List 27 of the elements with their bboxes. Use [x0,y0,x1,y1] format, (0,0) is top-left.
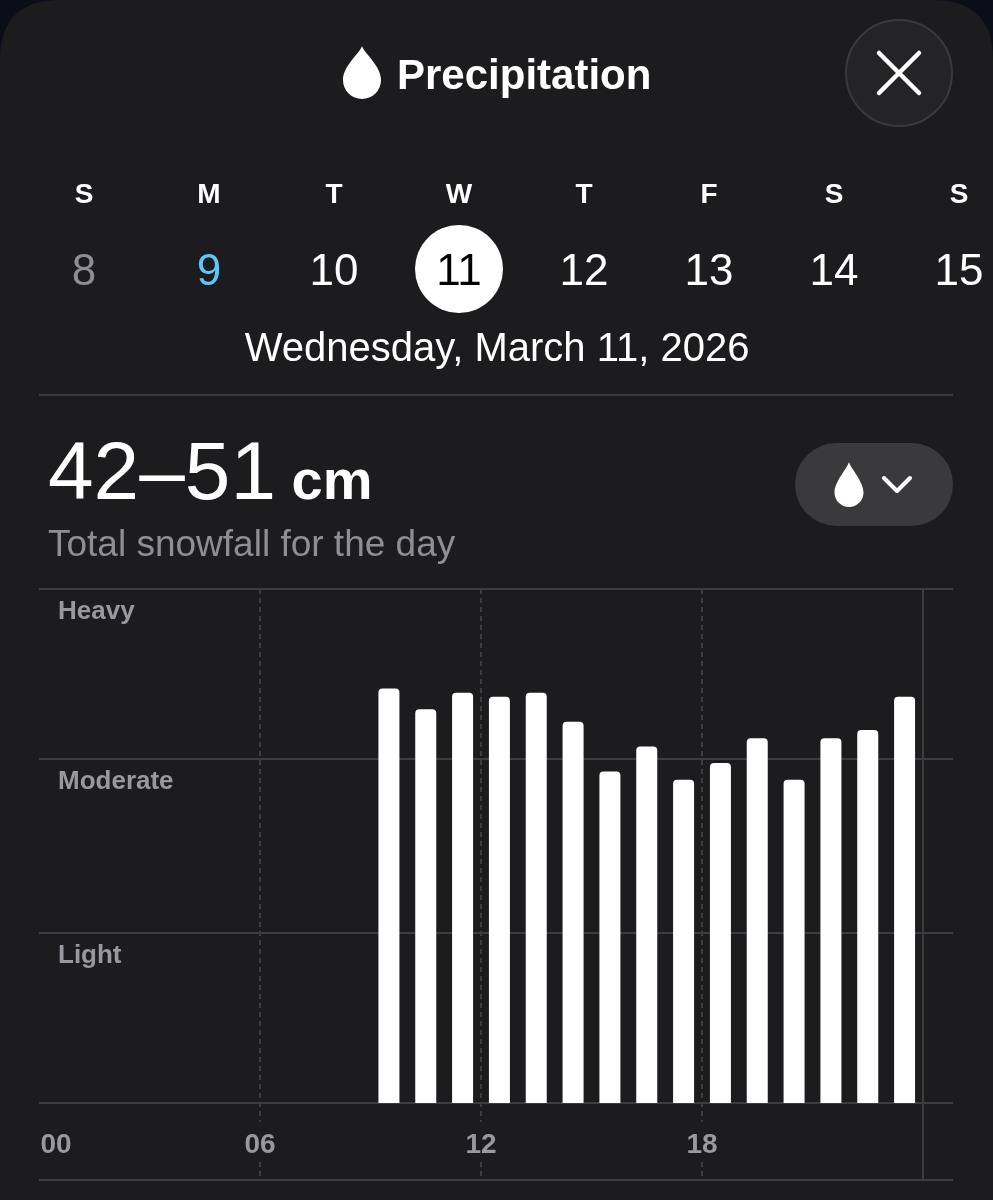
text: 10 [309,245,359,294]
x-tick-label: 00 [40,1128,72,1159]
text: 9 [196,245,222,294]
text: Total snowfall for the day [48,523,456,564]
chart-subtitle: Wednesday, March 11, 2026 [244,325,750,369]
text: W [445,178,473,209]
text: F [700,178,718,209]
text: M [197,178,221,209]
ref-line-label: Moderate [58,764,174,795]
text: T [325,178,343,209]
text: S [74,178,94,209]
text: 11 [436,245,482,294]
x-tick-label: 12 [465,1128,497,1159]
chart-title: Precipitation [397,51,652,98]
text: 12 [559,245,609,294]
ref-line-label: Heavy [58,595,136,625]
text: 13 [684,245,734,294]
text: T [575,178,593,209]
text: S [824,178,844,209]
x-tick-label: 06 [244,1128,276,1159]
x-tick-label: 18 [686,1128,718,1159]
text: 15 [934,245,984,294]
text: S [949,178,969,209]
ref-line-label: Light [58,939,122,970]
text: 42–51 cm [48,425,373,516]
text: 8 [71,245,97,294]
text: 14 [809,245,859,294]
